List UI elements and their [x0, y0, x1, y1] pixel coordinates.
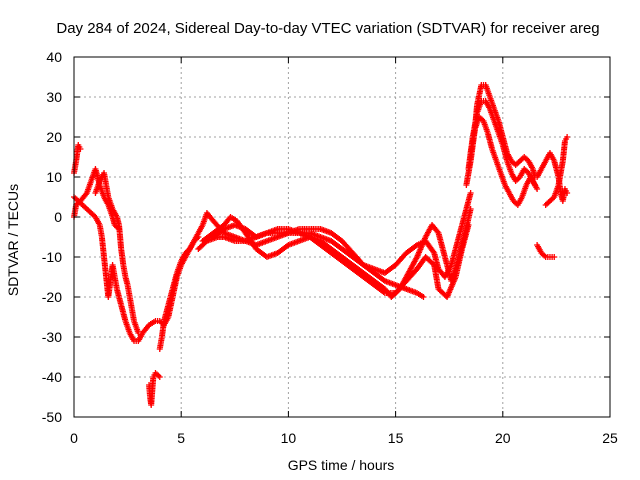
series-track-12 [467, 114, 541, 208]
y-tick-label: 10 [46, 169, 62, 185]
x-tick-label: 20 [495, 430, 511, 446]
y-tick-label: -30 [42, 329, 62, 345]
x-tick-label: 15 [388, 430, 404, 446]
y-tick-label: -10 [42, 249, 62, 265]
series-track-15 [534, 242, 558, 260]
data-point [551, 254, 558, 260]
data-point [420, 294, 427, 300]
data-point [467, 190, 474, 196]
x-tick-label: 0 [70, 430, 78, 446]
x-tick-label: 10 [281, 430, 297, 446]
x-tick-label: 25 [602, 430, 618, 446]
data-points [71, 82, 571, 408]
y-tick-label: 30 [46, 89, 62, 105]
chart-title: Day 284 of 2024, Sidereal Day-to-day VTE… [56, 20, 599, 37]
y-tick-label: 0 [54, 209, 62, 225]
data-point [564, 190, 571, 196]
data-point [77, 146, 84, 152]
data-point [564, 134, 571, 140]
y-axis-label: SDTVAR / TECUs [5, 184, 21, 296]
plot-frame [73, 56, 611, 418]
series-track-2 [71, 142, 84, 176]
series-track-14 [542, 134, 571, 208]
y-tick-label: 20 [46, 129, 62, 145]
series-track-9 [210, 222, 472, 300]
data-point [380, 289, 387, 295]
y-tick-label: 40 [46, 49, 62, 65]
x-axis-label: GPS time / hours [288, 457, 395, 473]
data-point [465, 222, 472, 228]
data-point [156, 374, 163, 380]
data-point [534, 186, 541, 192]
data-point [412, 243, 419, 249]
data-point [82, 191, 89, 198]
grid [74, 57, 610, 417]
x-tick-label: 5 [177, 430, 185, 446]
series-track-5 [146, 370, 163, 408]
x-axis: 0 5 10 15 20 25 [70, 57, 618, 446]
y-tick-label: -40 [42, 369, 62, 385]
series-track-4 [92, 170, 142, 336]
y-tick-label: -20 [42, 289, 62, 305]
data-point [135, 330, 142, 336]
y-tick-label: -50 [42, 409, 62, 425]
data-point [467, 206, 474, 212]
y-axis: -50 -40 -30 -20 -10 0 10 20 30 40 [42, 49, 610, 425]
